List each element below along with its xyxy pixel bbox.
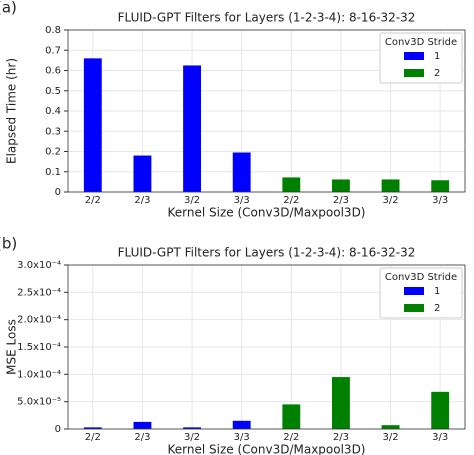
bar [431, 180, 450, 192]
x-tick-label: 3/3 [432, 195, 448, 206]
y-tick-label: 0.1 [45, 167, 61, 178]
legend-label: 1 [434, 286, 440, 297]
x-tick-label: 2/2 [85, 195, 101, 206]
x-axis-label: Kernel Size (Conv3D/Maxpool3D) [168, 443, 366, 455]
bar [83, 427, 102, 429]
chart-title: FLUID-GPT Filters for Layers (1-2-3-4): … [118, 11, 416, 25]
bar [232, 152, 251, 192]
y-tick-label: 2.0x10⁻⁴ [17, 315, 61, 326]
bar [332, 179, 350, 192]
y-tick-label: 0.3 [45, 126, 61, 137]
plot-frame [67, 264, 466, 430]
legend-swatch [404, 52, 424, 60]
x-tick-label: 3/2 [383, 432, 399, 443]
y-tick-label: 1.0x10⁻⁴ [17, 369, 61, 380]
y-tick-label: 5.0x10⁻⁵ [17, 397, 61, 408]
x-tick-label: 2/3 [333, 195, 349, 206]
x-tick-label: 2/2 [85, 432, 101, 443]
plot-frame [67, 29, 466, 193]
bar [381, 425, 400, 429]
panel-label: (b) [0, 235, 17, 253]
x-tick-label: 2/2 [283, 432, 299, 443]
legend-label: 2 [434, 68, 440, 79]
x-tick-label: 3/3 [432, 432, 448, 443]
y-axis-label: Elapsed Time (hr) [5, 58, 19, 164]
y-tick-label: 3.0x10⁻⁴ [17, 260, 61, 271]
legend-swatch [404, 287, 424, 295]
chart-title: FLUID-GPT Filters for Layers (1-2-3-4): … [118, 246, 416, 260]
y-tick-label: 0 [55, 187, 61, 198]
y-tick-label: 0.8 [45, 25, 61, 36]
bar [332, 377, 350, 429]
x-tick-label: 2/3 [333, 432, 349, 443]
x-tick-label: 2/3 [134, 195, 150, 206]
x-axis-label: Kernel Size (Conv3D/Maxpool3D) [168, 206, 366, 220]
bar [381, 179, 400, 192]
bar [282, 177, 301, 192]
y-tick-label: 0.2 [45, 147, 61, 158]
panel-label: (a) [0, 0, 17, 17]
legend-title: Conv3D Stride [385, 37, 457, 48]
x-tick-label: 3/2 [184, 195, 200, 206]
legend-label: 1 [434, 51, 440, 62]
x-tick-label: 2/2 [283, 195, 299, 206]
x-tick-label: 2/3 [134, 432, 150, 443]
y-tick-label: 1.5x10⁻⁴ [17, 342, 61, 353]
y-tick-label: 0.7 [45, 45, 61, 56]
x-tick-label: 3/2 [383, 195, 399, 206]
y-axis-label: MSE Loss [5, 319, 19, 375]
bar [133, 155, 152, 192]
bar [183, 65, 201, 192]
bar [232, 420, 251, 429]
bar [133, 421, 152, 429]
legend-swatch [404, 304, 424, 312]
y-tick-label: 0 [55, 424, 61, 435]
legend-swatch [404, 69, 424, 77]
bar [282, 404, 301, 429]
x-tick-label: 3/3 [234, 432, 250, 443]
legend-title: Conv3D Stride [385, 272, 457, 283]
y-tick-label: 2.5x10⁻⁴ [17, 287, 61, 298]
x-tick-label: 3/3 [234, 195, 250, 206]
y-tick-label: 0.4 [45, 106, 61, 117]
x-tick-label: 3/2 [184, 432, 200, 443]
bar [83, 58, 102, 192]
bar [183, 427, 201, 429]
y-tick-label: 0.5 [45, 86, 61, 97]
legend-label: 2 [434, 303, 440, 314]
y-tick-label: 0.6 [45, 66, 61, 77]
bar [431, 391, 450, 429]
